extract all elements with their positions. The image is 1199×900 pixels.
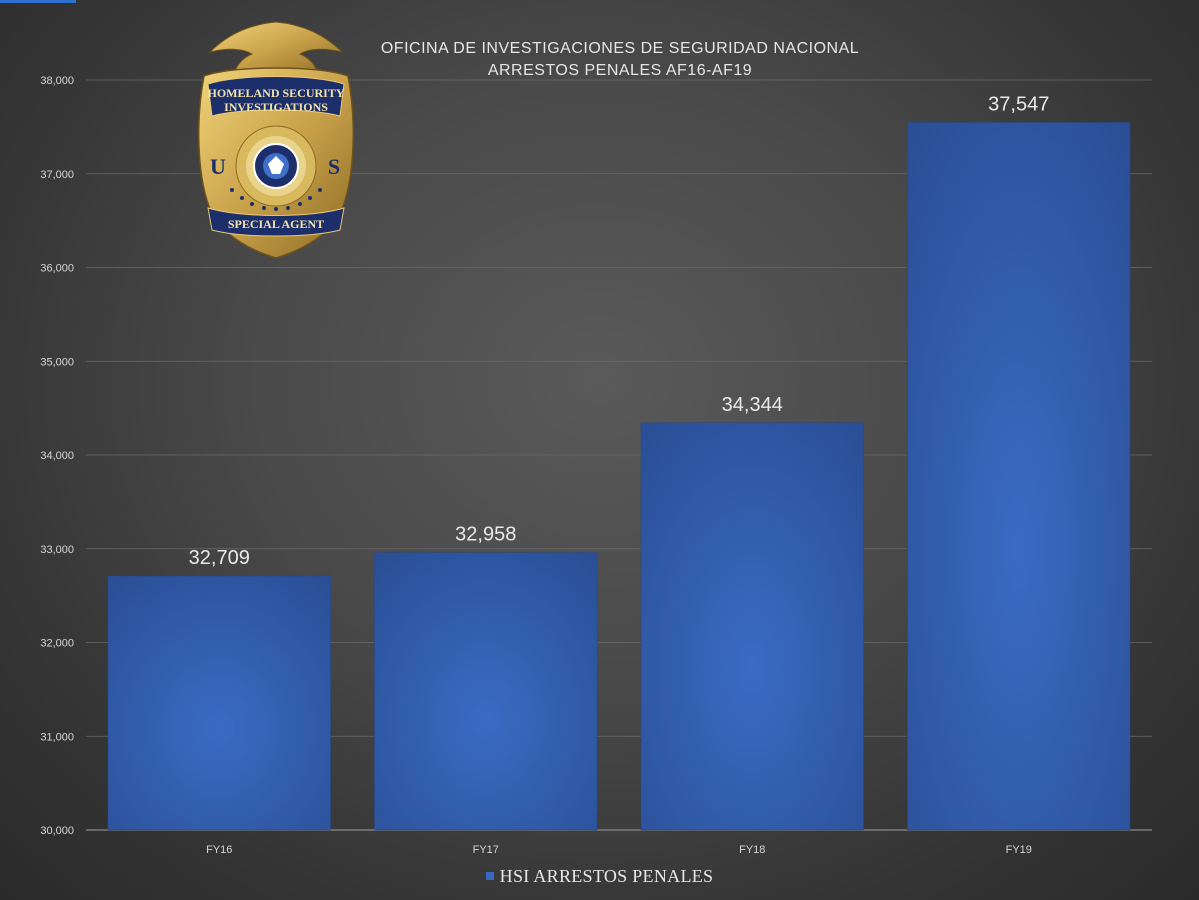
- y-tick-label: 34,000: [40, 450, 74, 462]
- chart-title-line-2: ARRESTOS PENALES AF16-AF19: [487, 62, 753, 79]
- badge-bottom-banner: SPECIAL AGENT: [228, 217, 324, 231]
- x-tick-label-FY17: FY17: [473, 844, 499, 856]
- legend-label: HSI ARRESTOS PENALES: [499, 866, 714, 886]
- hsi-badge-logo: HOMELAND SECURITY INVESTIGATIONS U S SPE…: [197, 21, 355, 259]
- badge-letter-left: U: [210, 154, 226, 179]
- bar-FY16: [107, 575, 331, 831]
- value-label-FY16: 32,709: [189, 547, 250, 569]
- chart-title-line-1: OFICINA DE INVESTIGACIONES DE SEGURIDAD …: [380, 40, 860, 57]
- badge-banner-line-1: HOMELAND SECURITY: [207, 86, 344, 100]
- y-tick-label: 35,000: [40, 356, 74, 368]
- y-tick-label: 36,000: [40, 263, 74, 275]
- labels: 30,000 31,000 32,000 33,000 34,000 35,000 36,0…: [40, 75, 1049, 856]
- x-tick-label-FY18: FY18: [739, 844, 765, 856]
- corner-accent: [0, 0, 76, 3]
- x-tick-label-FY19: FY19: [1006, 844, 1032, 856]
- y-tick-label: 30,000: [40, 825, 74, 837]
- value-label-FY18: 34,344: [722, 394, 783, 416]
- y-tick-label: 37,000: [40, 169, 74, 181]
- bar-FY17: [374, 552, 598, 831]
- bars: [107, 122, 1131, 831]
- bar-FY18: [640, 422, 864, 831]
- chart-legend: HSI ARRESTOS PENALES: [0, 866, 1199, 887]
- y-tick-label: 31,000: [40, 731, 74, 743]
- x-tick-label-FY16: FY16: [206, 844, 232, 856]
- y-tick-label: 33,000: [40, 544, 74, 556]
- value-label-FY19: 37,547: [988, 93, 1049, 115]
- badge-banner-line-2: INVESTIGATIONS: [224, 100, 328, 114]
- y-tick-label: 32,000: [40, 638, 74, 650]
- badge-letter-right: S: [328, 154, 340, 179]
- bar-FY19: [907, 122, 1131, 831]
- legend-swatch: [485, 871, 494, 880]
- y-tick-label: 38,000: [40, 75, 74, 87]
- value-label-FY17: 32,958: [455, 524, 516, 546]
